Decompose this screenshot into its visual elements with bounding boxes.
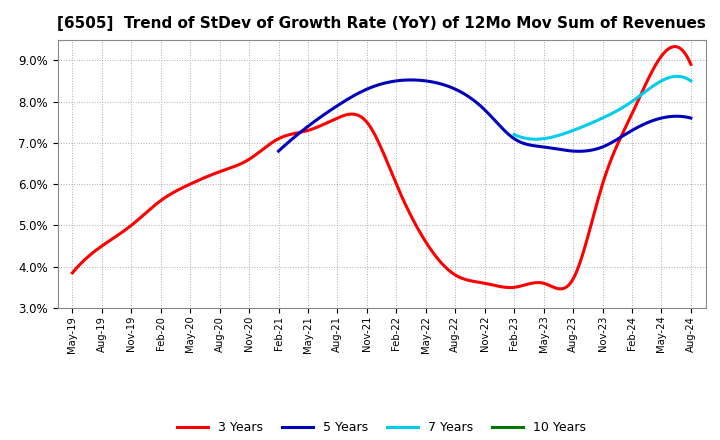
3 Years [557,286,565,292]
Legend: 3 Years, 5 Years, 7 Years, 10 Years: 3 Years, 5 Years, 7 Years, 10 Years [172,416,591,439]
3 Years [68,270,76,275]
3 Years [631,105,639,110]
7 Years [687,78,696,84]
Line: 5 Years: 5 Years [279,80,691,151]
3 Years [670,44,679,49]
3 Years [70,268,78,273]
5 Years [276,147,284,152]
7 Years [510,132,518,137]
Line: 3 Years: 3 Years [72,47,691,289]
5 Years [575,149,583,154]
7 Years [510,132,519,137]
Title: [6505]  Trend of StDev of Growth Rate (YoY) of 12Mo Mov Sum of Revenues: [6505] Trend of StDev of Growth Rate (Yo… [57,16,706,32]
7 Years [531,136,540,142]
5 Years [687,115,696,121]
7 Years [615,107,624,112]
7 Years [616,106,624,112]
5 Years [520,141,528,146]
7 Years [670,74,679,79]
5 Years [651,117,660,122]
3 Years [687,62,696,67]
Line: 7 Years: 7 Years [514,76,691,139]
3 Years [591,205,600,210]
7 Years [618,105,627,110]
7 Years [660,77,668,82]
5 Years [528,143,536,148]
5 Years [407,77,415,83]
3 Years [446,269,455,275]
3 Years [436,260,445,265]
7 Years [673,73,682,79]
5 Years [274,148,283,154]
5 Years [521,141,530,147]
5 Years [624,130,633,135]
3 Years [434,257,443,262]
